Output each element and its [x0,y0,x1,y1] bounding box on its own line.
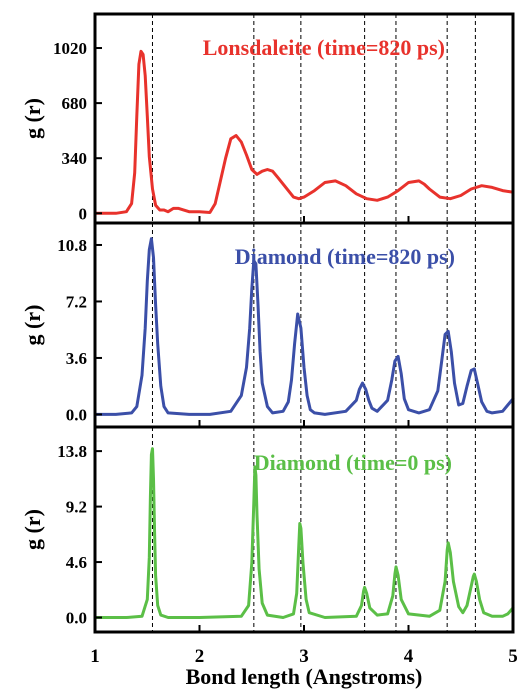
y-tick-label-diamond-0ps-3: 9.2 [66,498,87,517]
x-tick-label-2: 2 [195,646,205,667]
panel-title-diamond-0ps: Diamond (time=0 ps) [254,450,452,475]
y-tick-label-lonsdaleite-820ps-4: 1020 [53,39,87,58]
y-tick-label-diamond-0ps-2: 4.6 [66,553,87,572]
y-axis-title-diamond-0ps: g (r) [20,509,45,550]
y-tick-label-lonsdaleite-820ps-1: 0 [79,204,88,223]
x-tick-label-1: 1 [90,646,100,667]
y-tick-label-diamond-0ps-4: 13.8 [57,442,87,461]
y-tick-label-diamond-820ps-2: 3.6 [66,349,87,368]
x-axis-title: Bond length (Angstroms) [186,664,423,689]
panel-title-lonsdaleite-820ps: Lonsdaleite (time=820 ps) [203,35,445,60]
series-line-diamond-820ps [93,237,515,416]
y-axis-title-diamond-820ps: g (r) [20,305,45,346]
x-tick-label-4: 4 [404,646,414,667]
panel-diamond-0ps: 0.0 4.6 9.2 13.8 g (r) Diamond (time=0 ps) 1 2 3… [20,425,518,689]
panel-title-diamond-820ps: Diamond (time=820 ps) [235,244,455,269]
y-tick-label-diamond-820ps-3: 7.2 [66,292,87,311]
series-line-lonsdaleite-820ps [93,49,515,215]
y-tick-label-lonsdaleite-820ps-2: 340 [62,149,88,168]
panel-diamond-820ps: 0.0 3.6 7.2 10.8 g (r) Diamond (time=820 ps) [20,221,515,429]
y-axis-title-lonsdaleite-820ps: g (r) [20,98,45,139]
panel-frame-diamond-0ps [93,425,515,634]
x-tick-label-3: 3 [299,646,309,667]
series-line-diamond-0ps [93,447,515,619]
y-tick-label-diamond-0ps-1: 0.0 [66,609,87,628]
y-tick-label-diamond-820ps-4: 10.8 [57,236,87,255]
panel-lonsdaleite-820ps: 0 340 680 1020 g (r) Lonsdaleite (time=820 ps… [20,12,515,225]
y-tick-label-lonsdaleite-820ps-3: 680 [62,94,88,113]
y-tick-label-diamond-820ps-1: 0.0 [66,405,87,424]
x-tick-label-5: 5 [508,646,518,667]
